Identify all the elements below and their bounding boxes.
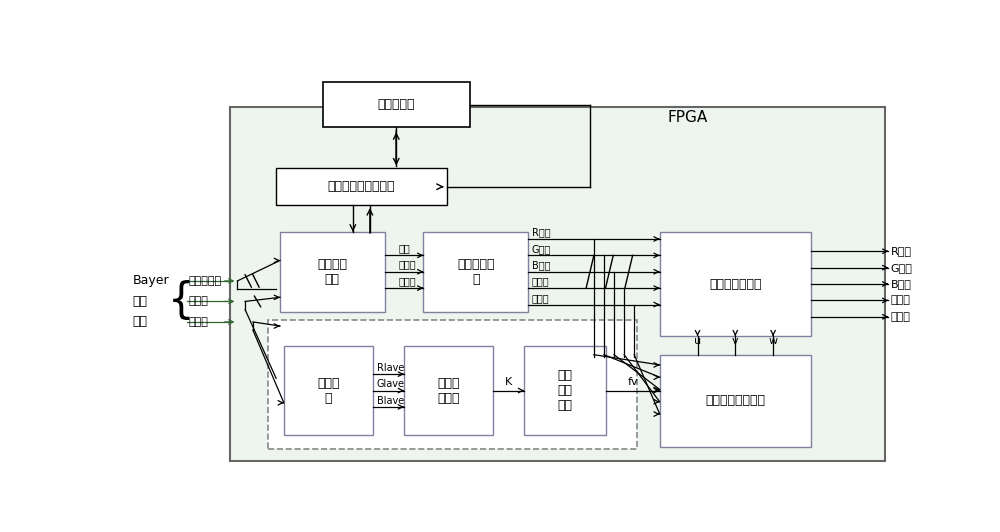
Bar bbox=[280, 232, 385, 312]
Text: 阈值
产生
模块: 阈值 产生 模块 bbox=[557, 369, 572, 412]
Bar bbox=[404, 346, 493, 435]
Bar bbox=[423, 232, 528, 312]
Text: 多比特数据: 多比特数据 bbox=[189, 276, 222, 286]
Text: v: v bbox=[732, 336, 739, 346]
Text: G分量: G分量 bbox=[891, 263, 913, 272]
Text: Rlave: Rlave bbox=[377, 363, 404, 373]
Text: Glave: Glave bbox=[377, 379, 405, 389]
Text: 格式: 格式 bbox=[133, 295, 148, 308]
Bar bbox=[323, 82, 470, 127]
Text: 行同步: 行同步 bbox=[891, 295, 911, 305]
Text: R分量: R分量 bbox=[532, 227, 550, 237]
Text: 行同步: 行同步 bbox=[532, 277, 550, 287]
Text: 计算比
值模块: 计算比 值模块 bbox=[437, 377, 460, 404]
Bar bbox=[660, 355, 811, 447]
Text: 三分量调整模块: 三分量调整模块 bbox=[709, 278, 762, 290]
Text: Blave: Blave bbox=[377, 396, 404, 406]
Text: R分量: R分量 bbox=[891, 246, 912, 256]
Text: 场同步: 场同步 bbox=[398, 276, 416, 286]
Text: w: w bbox=[769, 336, 778, 346]
Text: 数据: 数据 bbox=[398, 243, 410, 253]
Bar bbox=[524, 346, 606, 435]
Text: {: { bbox=[168, 280, 194, 322]
Bar bbox=[268, 320, 637, 449]
Text: 场同步: 场同步 bbox=[891, 312, 911, 322]
Text: 统计模
块: 统计模 块 bbox=[317, 377, 340, 404]
Text: fv: fv bbox=[627, 377, 638, 387]
Text: 存储器接口驱动模块: 存储器接口驱动模块 bbox=[328, 180, 395, 193]
Text: 场同步: 场同步 bbox=[189, 317, 208, 327]
Text: K: K bbox=[505, 377, 512, 387]
Text: u: u bbox=[694, 336, 701, 346]
Text: 数据转换
模块: 数据转换 模块 bbox=[317, 257, 347, 286]
Text: 外部存储器: 外部存储器 bbox=[378, 98, 415, 111]
Text: 图像: 图像 bbox=[133, 315, 148, 328]
Bar bbox=[284, 346, 373, 435]
Text: 计算调整系数模块: 计算调整系数模块 bbox=[705, 394, 765, 408]
Text: 行同步: 行同步 bbox=[189, 296, 208, 306]
Text: G分量: G分量 bbox=[532, 244, 551, 254]
Text: FPGA: FPGA bbox=[668, 110, 708, 124]
Bar bbox=[660, 232, 811, 336]
Text: B分量: B分量 bbox=[891, 279, 912, 289]
Text: 行同步: 行同步 bbox=[398, 260, 416, 269]
Text: 场同步: 场同步 bbox=[532, 293, 550, 303]
Bar bbox=[230, 107, 885, 461]
Text: B分量: B分量 bbox=[532, 260, 550, 270]
Text: Bayer: Bayer bbox=[133, 275, 169, 287]
Text: 图像插值模
块: 图像插值模 块 bbox=[457, 257, 494, 286]
Bar bbox=[276, 168, 447, 205]
